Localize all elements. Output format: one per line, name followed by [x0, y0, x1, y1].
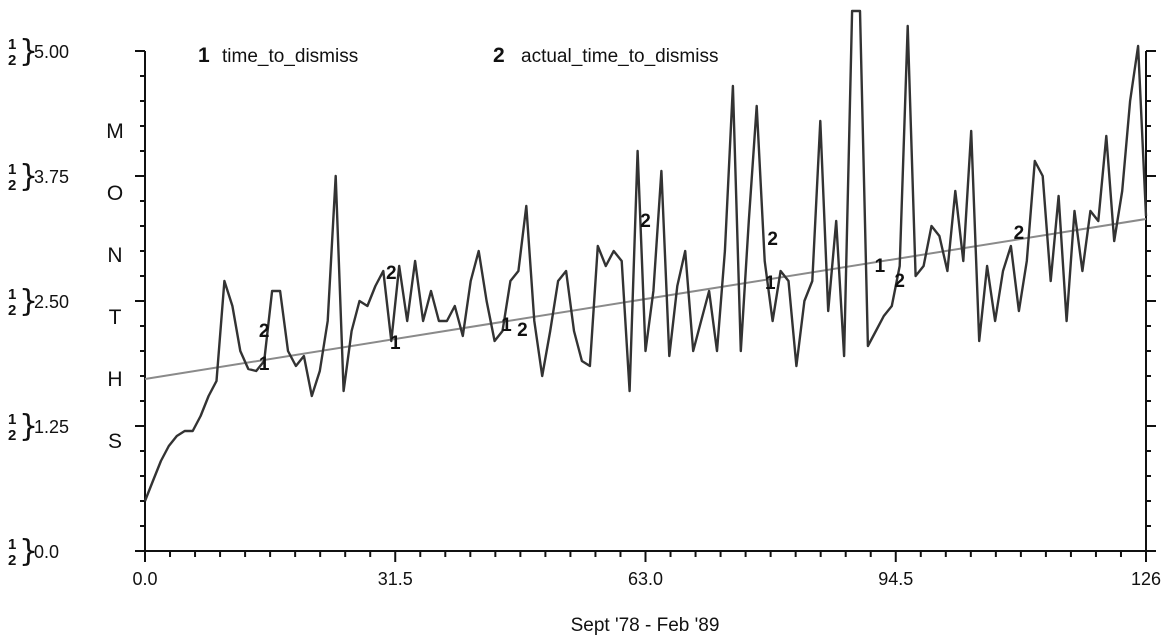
x-tick-label: 126 [1131, 569, 1161, 589]
x-axis-label: Sept '78 - Feb '89 [571, 615, 720, 636]
series-marker-2: 2 [640, 211, 651, 232]
y-tick-label: 5.00 [34, 42, 69, 62]
y-tick-prefix-bottom: 2 [8, 302, 16, 319]
x-tick-label: 0.0 [132, 569, 157, 589]
y-axis-label-letter: S [108, 430, 122, 453]
y-tick-prefix-top: 1 [8, 286, 16, 303]
y-axis-label: M O N T H S [106, 120, 124, 453]
y-tick-prefix-top: 1 [8, 161, 16, 178]
y-tick-brace: } [19, 284, 38, 319]
series-marker-1: 1 [501, 315, 512, 336]
y-tick-label: 3.75 [34, 167, 69, 187]
x-tick-label: 31.5 [378, 569, 413, 589]
y-tick-prefix-bottom: 2 [8, 552, 16, 569]
legend-label-1: time_to_dismiss [222, 46, 358, 67]
y-tick-label: 2.50 [34, 292, 69, 312]
series-marker-2: 2 [386, 263, 397, 284]
series-marker-1: 1 [259, 354, 270, 375]
x-tick-labels: 0.0 31.5 63.0 94.5 126 [132, 569, 1161, 589]
x-tick-label: 63.0 [628, 569, 663, 589]
legend: 1 time_to_dismiss 2 actual_time_to_dismi… [198, 44, 718, 67]
y-tick-prefix-top: 1 [8, 36, 16, 53]
y-tick-brace: } [19, 534, 38, 569]
legend-marker-2: 2 [493, 44, 505, 67]
y-axis-label-letter: T [109, 306, 122, 329]
y-tick-prefix-top: 1 [8, 411, 16, 428]
y-tick-label: 1.25 [34, 417, 69, 437]
y-tick-prefix-bottom: 2 [8, 427, 16, 444]
series-marker-1: 1 [390, 333, 401, 354]
y-axis-label-letter: O [107, 182, 123, 205]
y-tick-label-group: 12}0.0 [8, 534, 59, 569]
y-tick-brace: } [19, 34, 38, 69]
legend-label-2: actual_time_to_dismiss [521, 46, 718, 67]
y-tick-prefix-bottom: 2 [8, 177, 16, 194]
y-tick-label-group: 12}5.00 [8, 34, 69, 69]
y-tick-prefix-bottom: 2 [8, 52, 16, 69]
series-marker-1: 1 [875, 256, 886, 277]
series-marker-2: 2 [894, 271, 905, 292]
series-line-1 [144, 218, 1147, 380]
series-marker-2: 2 [1014, 223, 1025, 244]
y-tick-label-group: 12}3.75 [8, 159, 69, 194]
y-tick-label: 0.0 [34, 542, 59, 562]
y-tick-label-group: 12}2.50 [8, 284, 69, 319]
y-axis-label-letter: M [106, 120, 124, 143]
legend-marker-1: 1 [198, 44, 210, 67]
y-tick-brace: } [19, 409, 38, 444]
axes [135, 50, 1156, 562]
series-marker-2: 2 [517, 320, 528, 341]
y-tick-prefix-top: 1 [8, 536, 16, 553]
series-line-2 [143, 9, 1148, 502]
y-tick-brace: } [19, 159, 38, 194]
x-tick-label: 94.5 [878, 569, 913, 589]
series-layer [143, 9, 1148, 502]
series-marker-2: 2 [259, 321, 270, 342]
y-axis-label-letter: N [107, 244, 122, 267]
series-marker-2: 2 [767, 229, 778, 250]
y-tick-label-group: 12}1.25 [8, 409, 69, 444]
series-marker-1: 1 [765, 273, 776, 294]
y-axis-label-letter: H [107, 368, 122, 391]
